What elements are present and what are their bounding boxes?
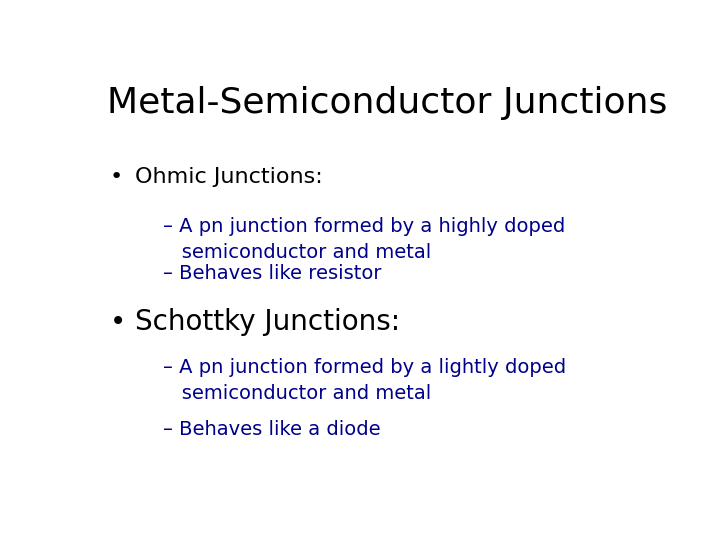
Text: – Behaves like resistor: – Behaves like resistor (163, 265, 381, 284)
Text: •: • (109, 308, 126, 336)
Text: Metal-Semiconductor Junctions: Metal-Semiconductor Junctions (107, 85, 667, 119)
Text: Schottky Junctions:: Schottky Junctions: (135, 308, 400, 336)
Text: Ohmic Junctions:: Ohmic Junctions: (135, 167, 323, 187)
Text: – A pn junction formed by a highly doped
   semiconductor and metal: – A pn junction formed by a highly doped… (163, 217, 564, 262)
Text: – A pn junction formed by a lightly doped
   semiconductor and metal: – A pn junction formed by a lightly dope… (163, 358, 566, 403)
Text: •: • (109, 167, 123, 187)
Text: – Behaves like a diode: – Behaves like a diode (163, 420, 380, 440)
